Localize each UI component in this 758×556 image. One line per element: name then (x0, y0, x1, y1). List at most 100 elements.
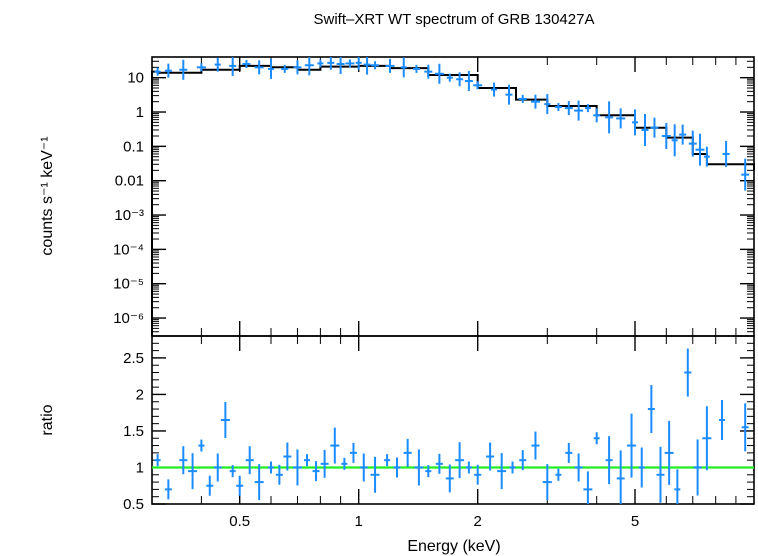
data-point (245, 446, 254, 475)
data-point (236, 475, 244, 496)
data-point (542, 464, 552, 501)
y-tick-label: 0.01 (115, 173, 144, 190)
data-point (341, 457, 348, 470)
data-point (304, 454, 311, 467)
data-point (627, 413, 637, 478)
y-tick-label: 10⁻⁴ (113, 241, 144, 258)
data-point (403, 438, 412, 467)
data-point (593, 432, 600, 445)
data-point (293, 60, 302, 75)
data-point (530, 94, 540, 109)
ratio-panel-frame (151, 335, 755, 505)
data-point (465, 461, 472, 474)
data-point (229, 57, 237, 76)
ratio-y-ticks: 0.5 1 1.5 2 2.5 (123, 342, 754, 513)
data-point (555, 468, 562, 481)
data-point (317, 59, 324, 68)
data-point (583, 471, 593, 504)
data-point (355, 57, 362, 70)
data-point (384, 454, 391, 467)
data-point (267, 461, 274, 474)
data-point (719, 400, 726, 440)
energy-x-ticks: 0.5 1 2 5 (151, 57, 755, 530)
data-point (455, 442, 465, 479)
data-point (425, 465, 432, 478)
data-point (198, 439, 205, 452)
data-point (434, 63, 444, 84)
data-point (312, 461, 320, 482)
y-tick-label: 0.5 (123, 496, 144, 513)
data-point (474, 464, 482, 485)
data-point (741, 403, 749, 452)
data-point (400, 57, 407, 78)
data-point (486, 442, 495, 471)
data-point (688, 130, 697, 157)
data-point (164, 479, 172, 500)
data-point (574, 100, 584, 121)
data-point (632, 109, 639, 136)
data-point (414, 449, 424, 486)
model-curve (151, 64, 755, 336)
data-point (661, 123, 671, 150)
data-point (359, 453, 368, 482)
data-point (154, 454, 161, 467)
data-point (565, 442, 573, 463)
data-point (154, 67, 161, 76)
data-point (679, 124, 687, 145)
data-point (304, 57, 314, 76)
data-point (446, 73, 453, 82)
data-point (370, 456, 380, 493)
data-point (179, 59, 188, 80)
data-point (254, 464, 264, 501)
data-point (554, 102, 562, 111)
data-point (505, 84, 513, 105)
data-point (564, 101, 573, 116)
data-point (491, 82, 498, 97)
data-point (412, 64, 420, 73)
y-tick-label: 2 (136, 386, 144, 403)
data-point (497, 453, 507, 490)
data-point (349, 442, 357, 463)
data-point (616, 108, 626, 129)
data-point (464, 71, 473, 92)
y-tick-label: 0.1 (123, 138, 144, 155)
data-point (435, 453, 443, 474)
spectrum-panel-frame (151, 56, 755, 337)
data-point (473, 81, 483, 90)
data-point (684, 348, 692, 397)
data-point (242, 60, 251, 69)
data-point (281, 64, 289, 73)
data-point (741, 158, 750, 191)
y-tick-label: 10⁻⁶ (113, 310, 144, 327)
y-axis-label-ratio: ratio (39, 404, 56, 435)
data-point (275, 464, 283, 485)
data-point (674, 469, 681, 504)
data-point (327, 57, 335, 70)
y-tick-label: 1.5 (123, 423, 144, 440)
data-point (445, 464, 454, 493)
data-point (531, 431, 540, 460)
data-point (213, 453, 222, 482)
data-point (164, 63, 172, 78)
x-tick-label: 1 (355, 513, 363, 530)
y-tick-label: 1 (136, 104, 144, 121)
data-point (229, 465, 236, 478)
data-point (371, 61, 380, 70)
data-point (605, 101, 614, 134)
spectrum-data-points (154, 57, 750, 191)
data-point (693, 439, 702, 496)
data-point (320, 449, 329, 478)
data-point (345, 59, 355, 68)
x-axis-label: Energy (keV) (407, 538, 500, 555)
y-tick-label: 10⁻⁵ (113, 276, 144, 293)
data-point (584, 104, 591, 113)
y-tick-label: 10⁻³ (114, 207, 144, 224)
data-point (509, 461, 516, 474)
data-point (593, 108, 601, 123)
data-point (650, 117, 659, 138)
data-point (188, 453, 198, 490)
data-point (220, 402, 230, 438)
y-axis-label-spectrum: counts s⁻¹ keV⁻¹ (39, 136, 56, 255)
data-point (703, 146, 710, 167)
